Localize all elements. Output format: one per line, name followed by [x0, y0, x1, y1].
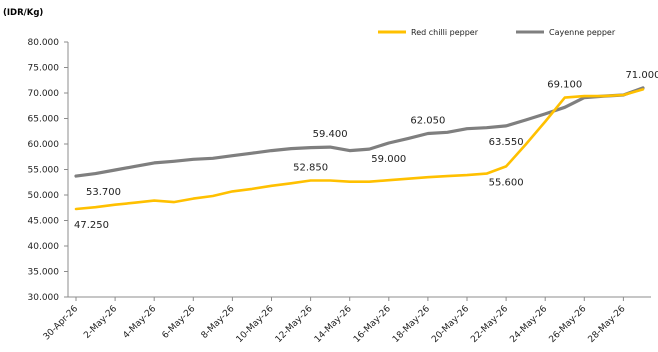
x-tick-label: 18-May-26	[391, 304, 432, 345]
x-tick-label: 2-May-26	[82, 304, 119, 341]
red-chilli-pepper-line	[74, 88, 645, 211]
data-label: 47.250	[74, 220, 109, 231]
y-tick-label: 65.000	[28, 115, 60, 125]
data-label: 59.400	[313, 129, 348, 140]
legend-label: Red chilli pepper	[411, 28, 479, 37]
data-label: 55.600	[489, 177, 524, 188]
x-axis: 30-Apr-26 2-May-26 4-May-26 6-May-26 8-May-2…	[42, 296, 651, 345]
legend-label: Cayenne pepper	[549, 28, 616, 37]
x-tick-label: 12-May-26	[274, 304, 315, 345]
x-tick-label: 24-May-26	[508, 304, 549, 345]
data-labels: 47.250 52.850 55.600 69.100 53.700 59.400 59.0…	[74, 70, 658, 231]
y-tick-label: 45.000	[28, 217, 60, 227]
x-tick-label: 14-May-26	[313, 304, 354, 345]
data-label: 53.700	[86, 187, 121, 198]
x-tick-label: 22-May-26	[469, 304, 510, 345]
x-tick-label: 26-May-26	[548, 304, 589, 345]
data-label: 62.050	[410, 116, 445, 127]
y-axis: 30.000 35.000 40.000 45.000 50.000 55.000 60.0…	[28, 38, 69, 303]
legend: Red chilli pepper Cayenne pepper	[378, 28, 616, 37]
data-label: 63.550	[489, 137, 524, 148]
x-tick-label: 10-May-26	[235, 304, 276, 345]
x-tick-label: 28-May-26	[587, 304, 628, 345]
y-tick-label: 35.000	[28, 268, 60, 278]
x-tick-label: 6-May-26	[161, 304, 198, 341]
y-tick-label: 80.000	[28, 38, 60, 48]
y-tick-label: 70.000	[28, 89, 60, 99]
data-label: 69.100	[547, 80, 582, 91]
data-label: 52.850	[293, 162, 328, 173]
x-tick-label: 8-May-26	[200, 304, 237, 341]
cayenne-pepper-line	[74, 86, 645, 178]
x-tick-label: 4-May-26	[121, 304, 158, 341]
data-label: 71.000	[625, 70, 658, 81]
y-tick-label: 75.000	[28, 64, 60, 74]
y-unit-label: (IDR/Kg)	[3, 8, 43, 18]
y-tick-label: 55.000	[28, 166, 60, 176]
y-tick-label: 30.000	[28, 293, 60, 303]
y-tick-label: 50.000	[28, 191, 60, 201]
data-label: 59.000	[371, 154, 406, 165]
x-tick-label: 20-May-26	[430, 304, 471, 345]
series-layer	[74, 86, 645, 211]
y-tick-label: 40.000	[28, 242, 60, 252]
x-tick-label: 30-Apr-26	[42, 304, 81, 343]
y-tick-label: 60.000	[28, 140, 60, 150]
x-tick-label: 16-May-26	[352, 304, 393, 345]
